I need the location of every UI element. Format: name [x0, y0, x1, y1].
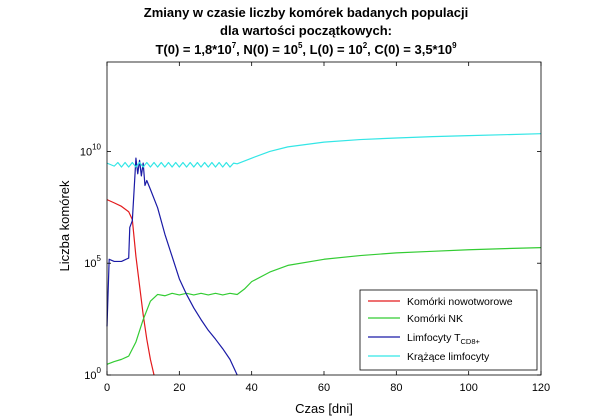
y-tick-exponent: 10 — [92, 142, 101, 151]
legend-box — [359, 289, 538, 371]
legend-item-circulating: Krążące limfocyty — [368, 351, 490, 363]
x-tick-label: 40 — [246, 382, 258, 394]
title-t0-exponent: 7 — [232, 41, 237, 50]
y-tick-base: 10 — [80, 146, 92, 158]
series-line-circulating — [106, 133, 542, 168]
y-tick-base: 10 — [84, 258, 96, 270]
x-axis-label: Czas [dni] — [295, 401, 353, 416]
legend-label-tumor: Komórki nowotworowe — [407, 296, 513, 308]
legend-item-tumor: Komórki nowotworowe — [368, 296, 513, 308]
title-c0-label: , C(0) = 3,5*10 — [367, 42, 452, 57]
y-tick-exponent: 5 — [97, 254, 102, 263]
series-line-cd8 — [106, 157, 238, 376]
title-line-1: Zmiany w czasie liczby komórek badanych … — [144, 5, 468, 20]
y-tick-label: 105 — [84, 254, 101, 270]
legend: Komórki nowotworowe Komórki NK Limfocyty… — [359, 289, 538, 371]
x-axis-ticks: 0 20 40 60 80 100 120 — [104, 62, 550, 394]
y-tick-label: 1010 — [80, 142, 102, 158]
x-tick-label: 80 — [390, 382, 402, 394]
title-n0-label: , N(0) = 10 — [236, 42, 298, 57]
legend-label-cd8: Limfocyty TCD8+ — [407, 332, 480, 346]
title-l0-exponent: 2 — [363, 41, 368, 50]
x-tick-label: 20 — [173, 382, 185, 394]
y-axis-label: Liczba komórek — [57, 180, 72, 272]
legend-label-cd8-subscript: CD8+ — [460, 337, 480, 346]
y-tick-label: 100 — [84, 366, 101, 382]
legend-label-circulating: Krążące limfocyty — [407, 351, 490, 363]
title-line-2: dla wartości początkowych: — [220, 23, 392, 38]
title-line-3: T(0) = 1,8*107, N(0) = 105, L(0) = 102, … — [155, 41, 457, 57]
series-line-nk — [106, 246, 542, 365]
chart-title: Zmiany w czasie liczby komórek badanych … — [144, 5, 468, 57]
y-tick-base: 10 — [84, 370, 96, 382]
legend-item-cd8: Limfocyty TCD8+ — [368, 332, 480, 346]
y-tick-exponent: 0 — [97, 366, 102, 375]
title-l0-label: , L(0) = 10 — [302, 42, 362, 57]
series-line-tumor — [106, 199, 155, 376]
legend-item-nk: Komórki NK — [368, 313, 463, 325]
x-tick-label: 100 — [459, 382, 477, 394]
x-tick-label: 120 — [532, 382, 550, 394]
x-tick-label: 0 — [104, 382, 110, 394]
series-layer — [106, 133, 542, 376]
title-n0-exponent: 5 — [298, 41, 303, 50]
title-c0-exponent: 9 — [452, 41, 457, 50]
x-tick-label: 60 — [318, 382, 330, 394]
legend-label-nk: Komórki NK — [407, 313, 463, 325]
legend-label-cd8-main: Limfocyty T — [407, 332, 461, 344]
title-t0-label: T(0) = 1,8*10 — [155, 42, 231, 57]
